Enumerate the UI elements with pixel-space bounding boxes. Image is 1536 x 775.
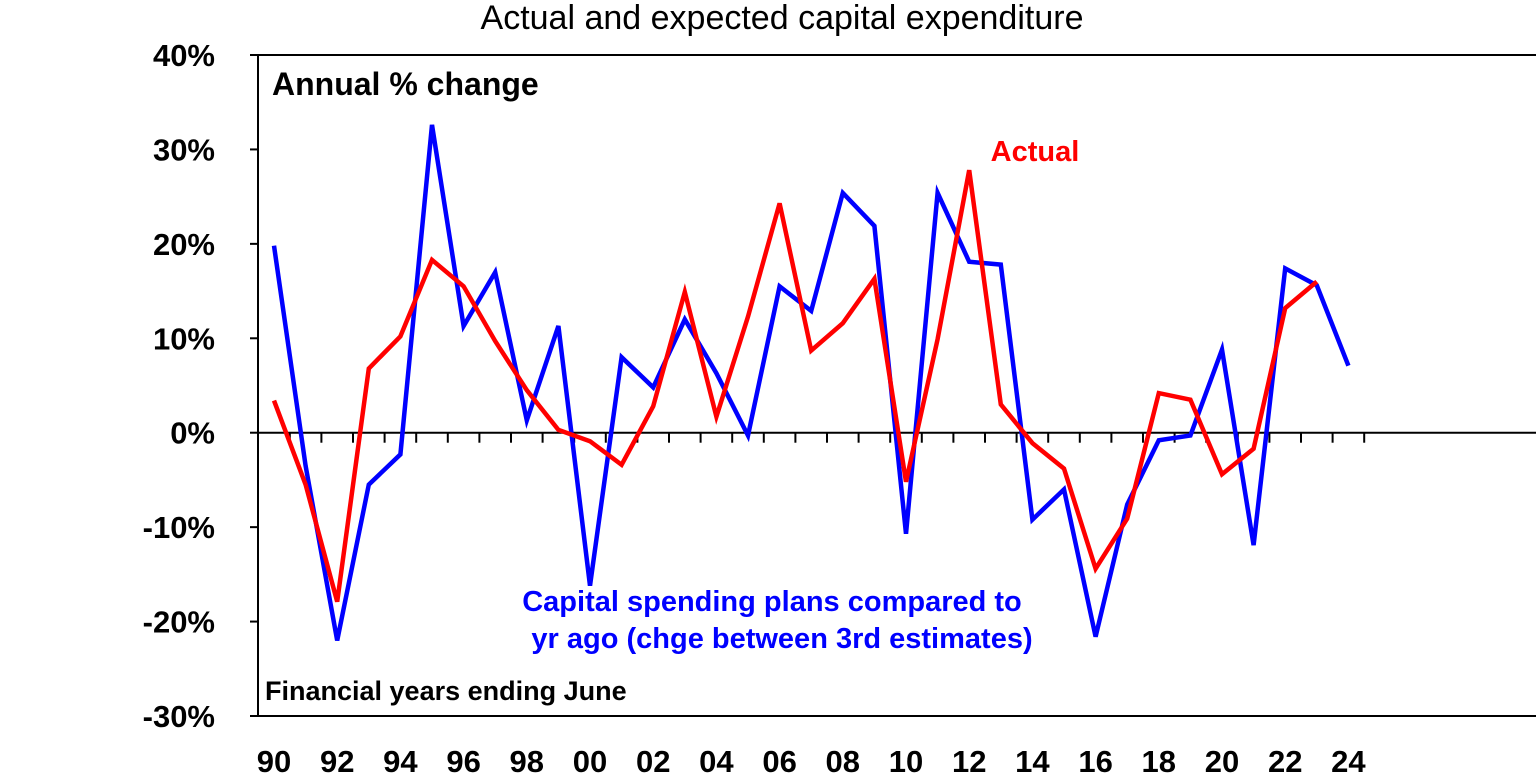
chart-title: Actual and expected capital expenditure <box>481 0 1084 37</box>
x-tick-label: 20 <box>1205 744 1239 775</box>
x-tick-label: 16 <box>1078 744 1112 775</box>
y-tick-label: -20% <box>143 605 215 640</box>
x-tick-label: 18 <box>1142 744 1176 775</box>
x-tick-label: 90 <box>257 744 291 775</box>
x-tick-label: 00 <box>573 744 607 775</box>
x-tick-label: 06 <box>762 744 796 775</box>
series-label-plans-line1: Capital spending plans compared to <box>522 586 1022 618</box>
y-tick-label: 0% <box>170 416 215 451</box>
x-tick-label: 94 <box>383 744 418 775</box>
series-label-plans-line2: yr ago (chge between 3rd estimates) <box>531 623 1032 655</box>
series-label-actual: Actual <box>991 136 1080 168</box>
y-tick-label: -30% <box>143 699 215 734</box>
x-tick-label: 22 <box>1268 744 1302 775</box>
x-tick-label: 04 <box>699 744 734 775</box>
y-tick-label: 20% <box>153 227 215 262</box>
x-tick-label: 96 <box>446 744 480 775</box>
y-tick-label: -10% <box>143 510 215 545</box>
series-line-capital-plans <box>271 124 1351 641</box>
plot-frame <box>257 54 1536 717</box>
x-tick-label: 02 <box>636 744 670 775</box>
y-axis-tick-labels: -30% -20% -10% 0% 10% 20% 30% 40% <box>143 38 258 734</box>
x-tick-label: 14 <box>1015 744 1050 775</box>
x-tick-label: 24 <box>1331 744 1366 775</box>
x-tick-label: 12 <box>952 744 986 775</box>
x-axis-tick-labels: 90 92 94 96 98 00 02 04 06 08 10 12 14 16 18 20 22 24 <box>257 744 1367 775</box>
y-tick-label: 40% <box>153 38 215 73</box>
y-tick-label: 10% <box>153 321 215 356</box>
series-line-actual <box>271 169 1319 603</box>
series-lines <box>271 124 1351 641</box>
x-tick-label: 10 <box>889 744 923 775</box>
x-tick-label: 92 <box>320 744 354 775</box>
y-tick-label: 30% <box>153 132 215 167</box>
x-axis-note: Financial years ending June <box>265 676 627 706</box>
chart-subtitle: Annual % change <box>272 66 539 102</box>
x-tick-label: 08 <box>826 744 860 775</box>
x-tick-label: 98 <box>510 744 544 775</box>
